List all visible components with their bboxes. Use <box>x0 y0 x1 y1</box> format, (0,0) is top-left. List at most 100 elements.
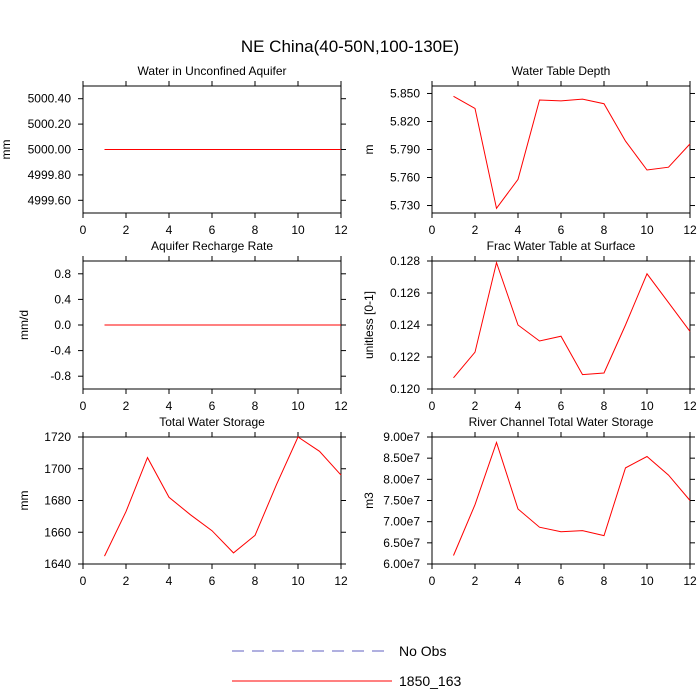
y-tick-label: 1640 <box>44 557 71 571</box>
x-tick-label: 2 <box>472 223 479 237</box>
series-line <box>453 95 691 210</box>
y-tick-label: 6.00e7 <box>383 557 420 571</box>
y-tick-label: 8.00e7 <box>383 472 420 486</box>
panels-group: Water in Unconfined Aquifer 0 2 4 6 8 10 12 4999… <box>0 64 697 588</box>
x-tick-label: 10 <box>640 223 654 237</box>
x-tick-label: 12 <box>334 574 348 588</box>
x-tick-label: 10 <box>291 399 305 413</box>
panel-title: Water Table Depth <box>512 64 611 78</box>
x-tick-label: 4 <box>515 399 522 413</box>
x-tick-label: 4 <box>515 574 522 588</box>
x-tick-label: 0 <box>80 574 87 588</box>
legend-label-1: No Obs <box>399 643 446 659</box>
y-tick-label: 6.50e7 <box>383 536 420 550</box>
legend-label-2: 1850_163 <box>399 673 462 689</box>
x-tick-label: 0 <box>429 399 436 413</box>
y-axis-label: unitless [0-1] <box>362 291 376 359</box>
y-axis-label: mm/d <box>17 310 31 340</box>
x-tick-label: 0 <box>429 574 436 588</box>
x-tick-label: 8 <box>252 574 259 588</box>
y-tick-label: 0.122 <box>390 350 420 364</box>
x-tick-label: 8 <box>252 223 259 237</box>
y-tick-label: 0.128 <box>390 254 420 268</box>
x-tick-label: 6 <box>209 223 216 237</box>
x-tick-label: 12 <box>683 574 697 588</box>
x-tick-label: 4 <box>515 223 522 237</box>
x-tick-label: 2 <box>123 223 130 237</box>
x-tick-label: 6 <box>558 223 565 237</box>
y-tick-label: 0.126 <box>390 286 420 300</box>
plot-frame <box>82 436 342 565</box>
series-line <box>453 260 691 379</box>
x-tick-label: 4 <box>166 223 173 237</box>
x-tick-label: 10 <box>291 223 305 237</box>
panel-5: Total Water Storage 0 2 4 6 8 10 12 1640 1660 1680… <box>17 415 348 588</box>
series-line <box>104 436 342 557</box>
y-axis-label: mm <box>17 491 31 511</box>
x-tick-label: 10 <box>640 399 654 413</box>
x-tick-label: 12 <box>334 223 348 237</box>
plot-frame <box>431 85 691 214</box>
y-tick-label: 5000.20 <box>28 117 72 131</box>
panel-title: Total Water Storage <box>159 415 265 429</box>
x-tick-label: 8 <box>601 223 608 237</box>
y-tick-label: 1680 <box>44 494 71 508</box>
y-tick-label: -0.4 <box>50 344 71 358</box>
y-tick-label: 5.760 <box>390 171 420 185</box>
x-tick-label: 2 <box>123 399 130 413</box>
x-tick-label: 12 <box>683 399 697 413</box>
y-tick-label: 5.790 <box>390 143 420 157</box>
y-tick-label: 0.8 <box>54 267 71 281</box>
x-tick-label: 12 <box>334 399 348 413</box>
y-tick-label: -0.8 <box>50 369 71 383</box>
panel-title: Aquifer Recharge Rate <box>151 239 273 253</box>
x-tick-label: 2 <box>472 399 479 413</box>
x-tick-label: 12 <box>683 223 697 237</box>
y-tick-label: 4999.60 <box>28 193 72 207</box>
y-tick-label: 5.850 <box>390 86 420 100</box>
y-axis-label: mm <box>0 140 13 160</box>
panel-6: River Channel Total Water Storage 0 2 4 6 8 10… <box>362 415 697 588</box>
x-tick-label: 0 <box>429 223 436 237</box>
y-tick-label: 1720 <box>44 430 71 444</box>
x-tick-label: 0 <box>80 223 87 237</box>
y-tick-label: 8.50e7 <box>383 451 420 465</box>
x-tick-label: 2 <box>123 574 130 588</box>
y-tick-label: 7.50e7 <box>383 494 420 508</box>
x-tick-label: 6 <box>209 574 216 588</box>
y-tick-label: 0.4 <box>54 292 71 306</box>
panel-title: Frac Water Table at Surface <box>487 239 636 253</box>
figure-title: NE China(40-50N,100-130E) <box>241 37 459 56</box>
x-tick-label: 4 <box>166 399 173 413</box>
y-tick-label: 1660 <box>44 525 71 539</box>
legend: No Obs 1850_163 <box>232 643 462 689</box>
x-tick-label: 8 <box>601 574 608 588</box>
x-tick-label: 2 <box>472 574 479 588</box>
plot-frame <box>431 436 691 565</box>
panel-title: River Channel Total Water Storage <box>469 415 654 429</box>
y-tick-label: 7.00e7 <box>383 515 420 529</box>
x-tick-label: 4 <box>166 574 173 588</box>
y-tick-label: 9.00e7 <box>383 430 420 444</box>
x-tick-label: 0 <box>80 399 87 413</box>
x-tick-label: 6 <box>558 399 565 413</box>
x-tick-label: 6 <box>209 399 216 413</box>
x-tick-label: 8 <box>601 399 608 413</box>
panel-2: Water Table Depth 0 2 4 6 8 10 12 5.730 5.760 5.79… <box>362 64 697 237</box>
x-tick-label: 6 <box>558 574 565 588</box>
y-tick-label: 1700 <box>44 462 71 476</box>
y-tick-label: 5000.40 <box>28 92 72 106</box>
x-tick-label: 10 <box>640 574 654 588</box>
y-tick-label: 0.120 <box>390 382 420 396</box>
panel-4: Frac Water Table at Surface 0 2 4 6 8 10 12 0.12… <box>362 239 697 413</box>
y-tick-label: 0.0 <box>54 318 71 332</box>
y-tick-label: 5.820 <box>390 114 420 128</box>
y-tick-label: 4999.80 <box>28 168 72 182</box>
y-tick-label: 5.730 <box>390 199 420 213</box>
x-tick-label: 10 <box>291 574 305 588</box>
panel-3: Aquifer Recharge Rate 0 2 4 6 8 10 12 -0.8 -0.4 0.… <box>17 239 348 413</box>
panel-title: Water in Unconfined Aquifer <box>138 64 287 78</box>
series-line <box>453 440 691 556</box>
y-axis-label: m3 <box>362 492 376 509</box>
